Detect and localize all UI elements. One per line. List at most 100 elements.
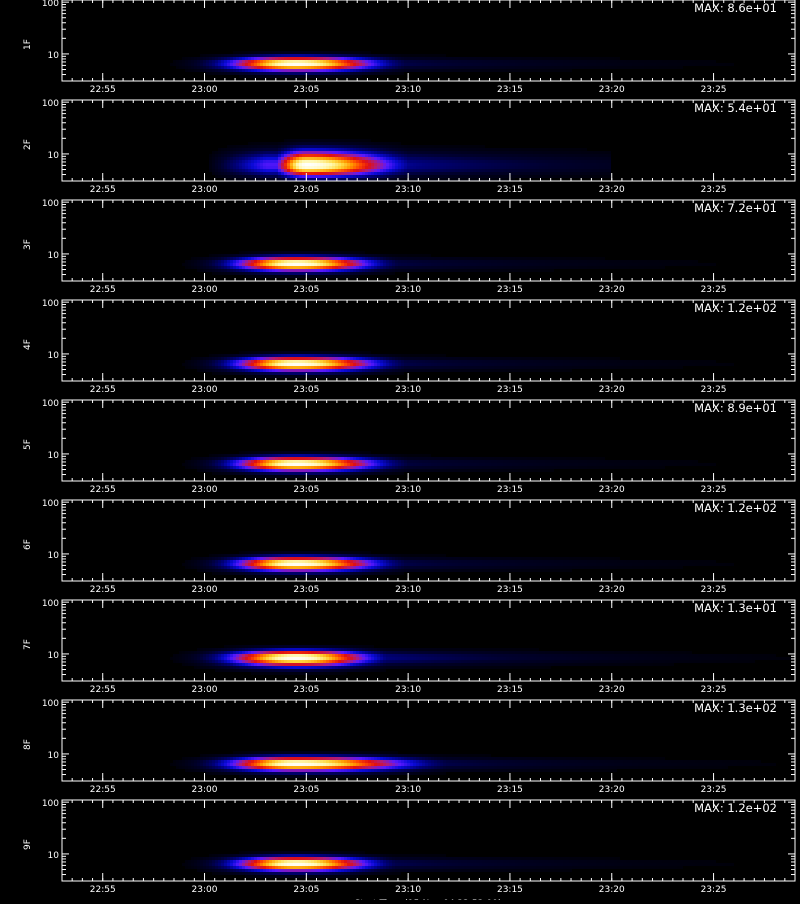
spectrogram-image: [209, 139, 611, 181]
x-tick-label: 23:20: [599, 785, 625, 795]
x-tick-label: 23:10: [395, 385, 421, 395]
x-tick-label: 23:00: [192, 485, 218, 495]
y-tick-label: 100: [42, 399, 59, 409]
x-tick-label: 22:55: [90, 185, 116, 195]
panel-9F: 22:55 23:00 23:05 23:10 23:15 23:20 23:25 10 100…: [23, 799, 795, 895]
panel-label: 1F: [23, 39, 33, 50]
x-tick-label: 23:10: [395, 885, 421, 895]
x-tick-label: 23:20: [599, 85, 625, 95]
y-tick-label: 10: [48, 551, 60, 561]
y-tick-label: 100: [42, 199, 59, 209]
x-tick-label: 23:10: [395, 785, 421, 795]
spectrogram-image: [170, 751, 776, 778]
spectrogram-image: [182, 551, 734, 578]
y-tick-label: 100: [42, 799, 59, 809]
y-tick-label: 100: [42, 299, 59, 309]
x-tick-label: 23:25: [701, 685, 727, 695]
x-tick-label: 23:15: [497, 685, 523, 695]
x-tick-label: 23:00: [192, 785, 218, 795]
x-tick-label: 23:25: [701, 185, 727, 195]
y-tick-label: 10: [48, 851, 60, 861]
x-tick-label: 23:15: [497, 185, 523, 195]
max-annotation: MAX: 1.3e+01: [694, 601, 777, 615]
x-tick-label: 23:25: [701, 585, 727, 595]
y-tick-label: 10: [48, 451, 60, 461]
panel-label: 6F: [23, 539, 33, 550]
x-tick-label: 23:20: [599, 485, 625, 495]
x-tick-label: 23:15: [497, 85, 523, 95]
panel-label: 4F: [23, 339, 33, 350]
x-tick-label: 23:20: [599, 585, 625, 595]
x-tick-label: 23:00: [192, 285, 218, 295]
y-tick-label: 10: [48, 751, 60, 761]
panel-3F: 22:55 23:00 23:05 23:10 23:15 23:20 23:25 10 100…: [23, 199, 795, 295]
x-tick-label: 23:25: [701, 885, 727, 895]
spectrogram-image: [182, 251, 716, 278]
panel-label: 5F: [23, 439, 33, 450]
x-tick-label: 23:05: [293, 885, 319, 895]
x-tick-label: 23:15: [497, 285, 523, 295]
x-tick-label: 23:15: [497, 485, 523, 495]
y-tick-label: 10: [48, 251, 60, 261]
x-tick-label: 23:05: [293, 85, 319, 95]
x-tick-label: 23:05: [293, 785, 319, 795]
x-tick-label: 23:25: [701, 85, 727, 95]
x-tick-label: 22:55: [90, 785, 116, 795]
x-tick-label: 23:05: [293, 285, 319, 295]
x-tick-label: 23:15: [497, 785, 523, 795]
x-tick-label: 23:25: [701, 785, 727, 795]
max-annotation: MAX: 8.9e+01: [694, 401, 777, 415]
spectrogram-image: [170, 51, 734, 78]
spectrogram-image: [182, 851, 734, 878]
max-annotation: MAX: 1.2e+02: [694, 801, 777, 815]
x-tick-label: 23:15: [497, 885, 523, 895]
x-tick-label: 23:20: [599, 385, 625, 395]
y-tick-label: 10: [48, 351, 60, 361]
x-tick-label: 22:55: [90, 585, 116, 595]
max-annotation: MAX: 1.2e+02: [694, 301, 777, 315]
x-tick-label: 23:10: [395, 185, 421, 195]
x-tick-label: 23:05: [293, 585, 319, 595]
y-tick-label: 100: [42, 0, 59, 9]
y-tick-label: 100: [42, 499, 59, 509]
x-tick-label: 22:55: [90, 485, 116, 495]
x-tick-label: 23:00: [192, 185, 218, 195]
x-tick-label: 22:55: [90, 285, 116, 295]
max-annotation: MAX: 7.2e+01: [694, 201, 777, 215]
x-tick-label: 23:20: [599, 285, 625, 295]
panel-label: 2F: [23, 139, 33, 150]
x-tick-label: 23:00: [192, 85, 218, 95]
panel-label: 8F: [23, 739, 33, 750]
x-tick-label: 23:20: [599, 185, 625, 195]
spectrogram-image: [182, 451, 716, 478]
y-tick-label: 100: [42, 599, 59, 609]
y-tick-label: 100: [42, 99, 59, 109]
x-tick-label: 22:55: [90, 885, 116, 895]
x-tick-label: 23:10: [395, 685, 421, 695]
panel-label: 7F: [23, 639, 33, 650]
y-tick-label: 10: [48, 151, 60, 161]
x-tick-label: 23:10: [395, 285, 421, 295]
panel-label: 9F: [23, 839, 33, 850]
max-annotation: MAX: 8.6e+01: [694, 1, 777, 15]
x-tick-label: 22:55: [90, 685, 116, 695]
x-tick-label: 23:20: [599, 885, 625, 895]
x-tick-label: 23:10: [395, 485, 421, 495]
spectrogram-image: [170, 645, 791, 675]
x-tick-label: 23:25: [701, 285, 727, 295]
max-annotation: MAX: 5.4e+01: [694, 101, 777, 115]
panel-label: 3F: [23, 239, 33, 250]
x-tick-label: 23:00: [192, 685, 218, 695]
x-tick-label: 23:10: [395, 585, 421, 595]
x-tick-label: 23:00: [192, 885, 218, 895]
y-tick-label: 10: [48, 51, 60, 61]
x-tick-label: 23:00: [192, 385, 218, 395]
x-tick-label: 23:05: [293, 385, 319, 395]
